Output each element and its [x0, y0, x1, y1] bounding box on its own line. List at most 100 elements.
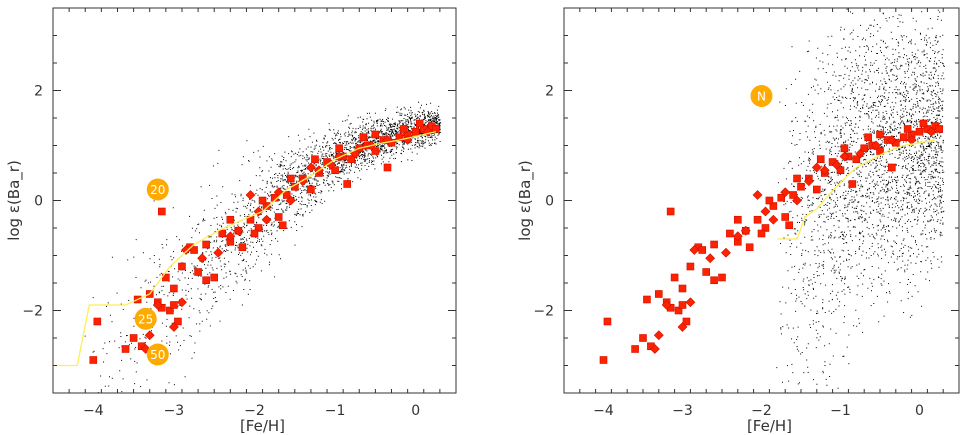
observation-square: [888, 163, 896, 172]
observation-square: [777, 193, 786, 202]
observation-square: [733, 215, 742, 224]
y-tick-label: 2: [34, 84, 43, 100]
observation-diamond: [705, 253, 716, 264]
observation-diamond: [721, 247, 731, 258]
observation-square: [178, 262, 186, 271]
badge-label: 20: [150, 183, 165, 197]
right-axis-ticks: −4 −3 −2 −1 0 −2 0 2: [533, 7, 960, 419]
observation-diamond: [685, 297, 696, 308]
observation-diamond: [831, 159, 842, 170]
x-tick-label: −2: [751, 403, 772, 419]
observation-square: [93, 317, 102, 326]
observation-square: [631, 345, 639, 353]
x-tick-label: −4: [83, 403, 104, 419]
observation-diamond: [677, 322, 688, 332]
x-tick-label: 0: [411, 403, 420, 419]
observation-square: [599, 356, 608, 364]
observation-square: [789, 191, 797, 199]
x-tick-label: −4: [593, 403, 614, 419]
observation-square: [170, 301, 178, 309]
x-tick-label: 0: [915, 403, 924, 419]
observation-diamond: [649, 344, 660, 354]
observation-square: [915, 127, 924, 136]
observation-square: [666, 207, 675, 216]
observation-square: [753, 215, 762, 224]
observation-square: [745, 243, 754, 252]
observation-square: [194, 268, 202, 276]
observation-square: [335, 144, 343, 153]
badge-circle: [146, 343, 169, 366]
right-y-axis-label: log ε(Ba_r): [516, 160, 535, 241]
observation-square: [654, 290, 663, 298]
observation-square: [278, 221, 287, 230]
observation-square: [797, 182, 805, 191]
observation-square: [864, 133, 872, 142]
observation-square: [698, 246, 707, 254]
observation-diamond: [752, 190, 763, 200]
observation-square: [836, 166, 845, 175]
right-panel: N −4 −3 −2 −1 0 −2 0 2 [Fe/H] log ε(Ba_r): [516, 7, 960, 435]
left-mean-line: [53, 131, 436, 367]
label-badge: 25: [134, 307, 157, 330]
observation-diamond: [661, 300, 672, 310]
observation-diamond: [213, 247, 224, 258]
observation-square: [816, 155, 825, 164]
observation-square: [678, 301, 687, 309]
observation-square: [710, 240, 718, 249]
observation-square: [876, 130, 884, 139]
observation-square: [238, 243, 247, 252]
observation-square: [311, 155, 319, 164]
observation-diamond: [653, 330, 664, 341]
observation-square: [726, 229, 734, 238]
observation-square: [415, 119, 424, 128]
observation-square: [170, 284, 178, 293]
observation-square: [682, 317, 691, 326]
observation-square: [371, 130, 380, 139]
observation-square: [411, 127, 420, 136]
observation-diamond: [233, 225, 244, 236]
observation-diamond: [886, 135, 897, 145]
x-tick-label: −3: [164, 403, 185, 419]
left-observations: [89, 119, 440, 364]
observation-diamond: [326, 159, 336, 170]
observation-square: [250, 229, 259, 238]
observation-diamond: [803, 176, 814, 187]
badge-circle: [750, 85, 773, 107]
observation-square: [262, 202, 271, 210]
y-tick-label: −2: [533, 304, 554, 320]
observation-square: [674, 306, 683, 315]
observation-square: [765, 196, 774, 205]
observation-square: [686, 262, 695, 271]
y-tick-label: 2: [545, 84, 554, 100]
observation-square: [670, 273, 679, 282]
observation-square: [121, 345, 130, 353]
observation-square: [174, 317, 182, 326]
label-badge: 20: [146, 178, 169, 201]
observation-square: [603, 317, 612, 326]
observation-diamond: [245, 190, 256, 200]
label-badge: 50: [146, 343, 169, 366]
observation-square: [840, 144, 849, 153]
observation-square: [282, 191, 291, 199]
observation-square: [639, 334, 647, 342]
y-tick-label: −2: [22, 304, 43, 320]
observation-square: [757, 229, 766, 238]
badge-label: 50: [150, 348, 165, 362]
observation-square: [432, 125, 440, 133]
left-y-axis-label: log ε(Ba_r): [5, 160, 24, 241]
observation-square: [852, 155, 861, 164]
mean-trend-line: [777, 139, 936, 240]
observation-diamond: [819, 165, 830, 176]
observation-square: [166, 306, 174, 315]
right-mean-line: [777, 139, 936, 240]
right-badges: N: [750, 85, 773, 107]
observation-square: [769, 202, 778, 210]
observation-square: [129, 334, 138, 342]
observation-diamond: [871, 140, 881, 151]
badge-label: 25: [138, 312, 153, 326]
observation-square: [254, 224, 263, 232]
observation-square: [399, 125, 408, 133]
observation-square: [935, 125, 944, 133]
observation-diamond: [760, 206, 771, 217]
